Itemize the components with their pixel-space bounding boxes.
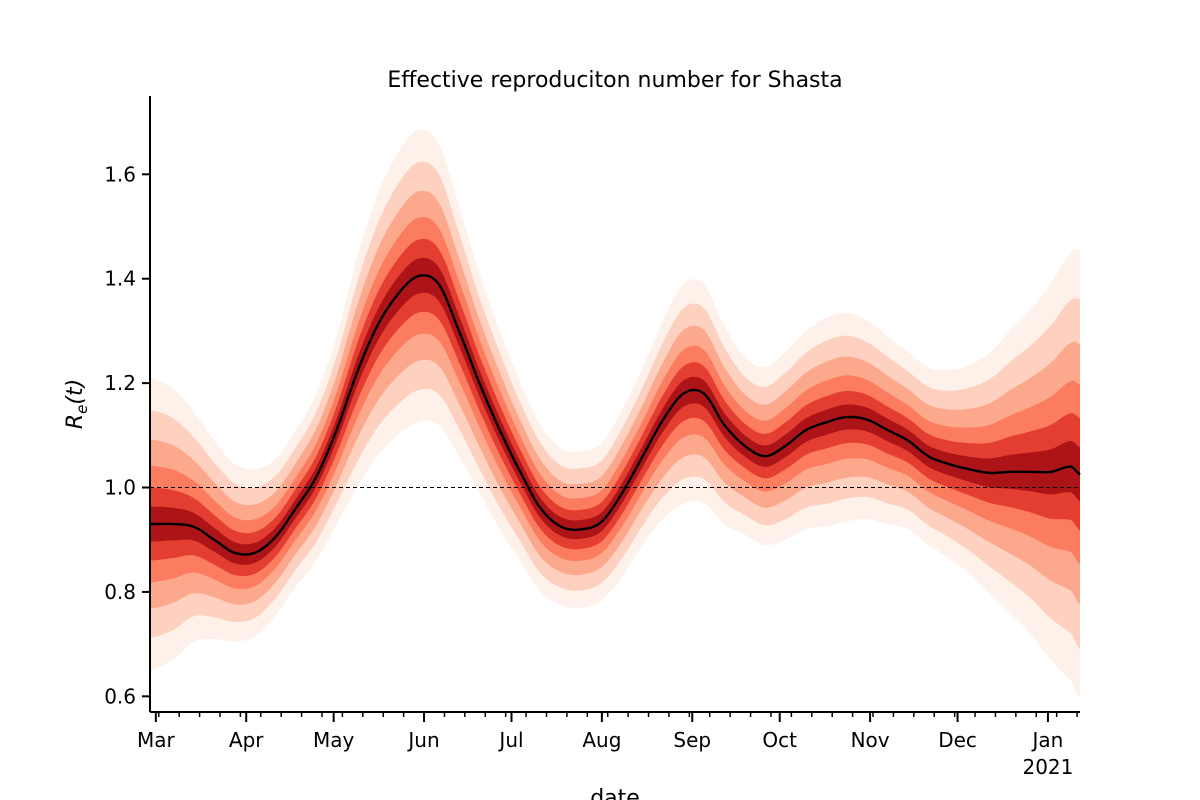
x-tick-label: Dec <box>938 728 977 752</box>
x-tick-label: Jun <box>406 728 439 752</box>
y-tick-label: 1.2 <box>104 371 136 395</box>
y-tick-label: 0.6 <box>104 684 136 708</box>
x-tick-label: Sep <box>673 728 711 752</box>
y-tick-label: 1.4 <box>104 267 136 291</box>
y-ticks: 0.6 0.8 1.0 1.2 1.4 1.6 <box>104 162 150 708</box>
chart-title: Effective reproduciton number for Shasta <box>387 68 842 93</box>
y-axis-label-arg: (t) <box>63 379 88 405</box>
x-tick-label: Mar <box>137 728 176 752</box>
x-tick-label: Oct <box>762 728 797 752</box>
x-tick-label: Apr <box>229 728 264 752</box>
median-line <box>149 274 1081 556</box>
x-axis-label: date <box>590 786 640 800</box>
y-axis-label-main: R <box>63 414 88 429</box>
x-tick-label: Jan <box>1031 728 1064 752</box>
x-tick-label: Nov <box>851 728 890 752</box>
x-tick-sublabel: 2021 <box>1022 755 1073 779</box>
uncertainty-bands <box>150 129 1080 699</box>
y-axis-label-sub: e <box>73 405 91 414</box>
y-tick-label: 0.8 <box>104 580 136 604</box>
x-ticks: Mar Apr May Jun Jul Aug Sep Oct Nov Dec Jan 2021 <box>137 712 1078 779</box>
x-tick-label: May <box>313 728 355 752</box>
x-tick-label: Jul <box>497 728 523 752</box>
y-tick-label: 1.0 <box>104 476 136 500</box>
y-axis-label: Re(t) <box>63 379 91 429</box>
y-tick-label: 1.6 <box>104 162 136 186</box>
x-tick-label: Aug <box>582 728 621 752</box>
